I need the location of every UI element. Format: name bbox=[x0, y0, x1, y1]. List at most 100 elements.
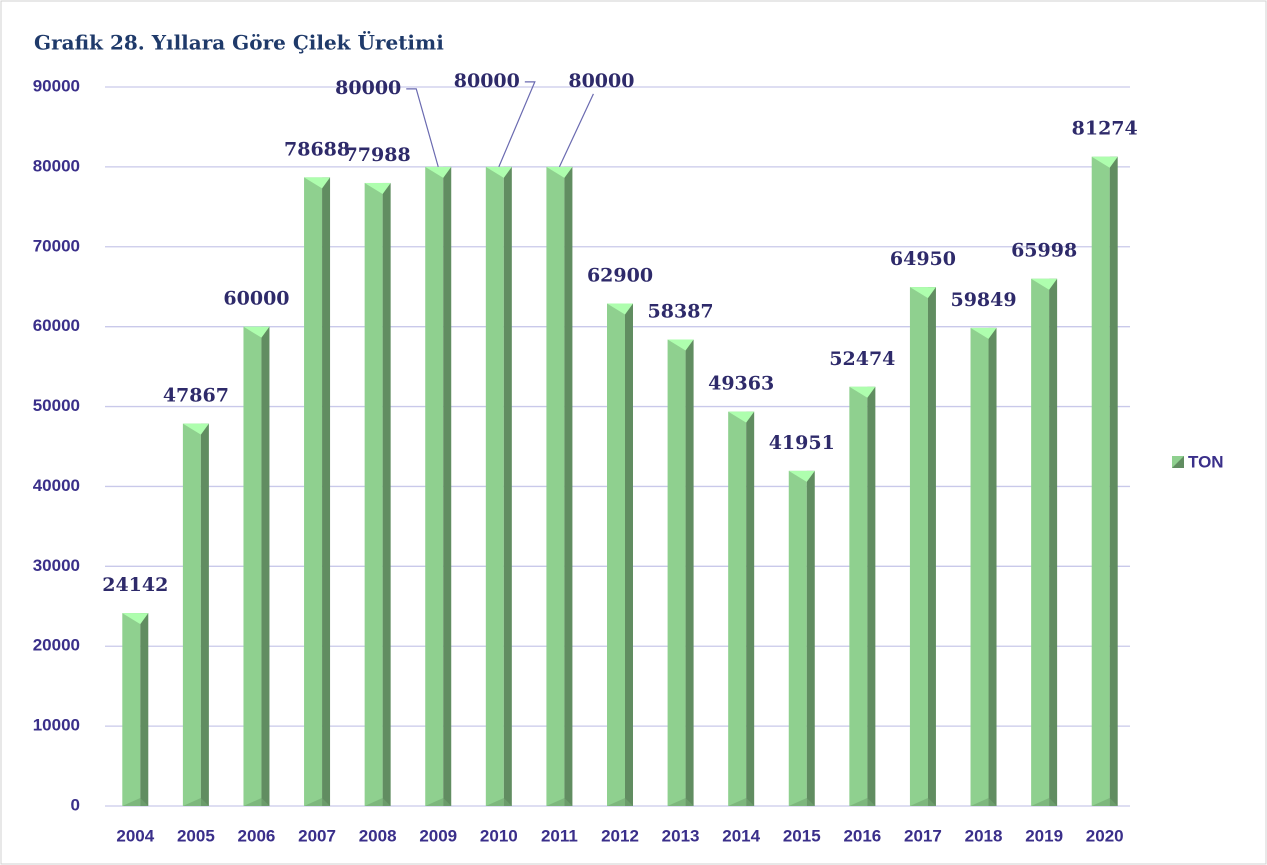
leader-line bbox=[406, 88, 439, 168]
value-label: 49363 bbox=[708, 373, 774, 395]
bar-bottom bbox=[970, 798, 997, 806]
x-tick-label: 2004 bbox=[116, 826, 154, 845]
bar-bottom bbox=[607, 798, 633, 806]
x-tick-label: 2009 bbox=[419, 826, 457, 845]
bar-bottom bbox=[1031, 798, 1058, 806]
value-label: 80000 bbox=[454, 70, 520, 92]
y-tick-label: 40000 bbox=[33, 476, 80, 495]
value-label: 62900 bbox=[587, 264, 653, 286]
bar-top bbox=[425, 166, 452, 178]
x-tick-label: 2019 bbox=[1025, 826, 1063, 845]
x-tick-label: 2020 bbox=[1086, 826, 1124, 845]
bar-top bbox=[364, 182, 391, 194]
bar-side bbox=[1109, 156, 1118, 806]
bar-top bbox=[304, 177, 331, 189]
bar-front bbox=[607, 303, 625, 806]
bar-side bbox=[200, 423, 209, 806]
bar-top bbox=[122, 613, 149, 625]
bar-top bbox=[182, 423, 209, 435]
bar-front bbox=[970, 327, 989, 806]
bar-top bbox=[607, 303, 633, 315]
bar-bottom bbox=[122, 798, 149, 806]
bar bbox=[304, 177, 331, 807]
bar-top bbox=[546, 166, 573, 178]
bar-side bbox=[564, 166, 573, 806]
x-tick-label: 2013 bbox=[662, 826, 700, 845]
value-label: 81274 bbox=[1072, 118, 1138, 140]
bar bbox=[485, 166, 512, 806]
bar bbox=[182, 423, 209, 806]
bar-front bbox=[485, 166, 504, 806]
bar-top bbox=[243, 326, 270, 338]
bar bbox=[728, 411, 755, 806]
leader-line bbox=[558, 93, 594, 168]
bar bbox=[788, 470, 815, 806]
bar-side bbox=[988, 327, 997, 806]
x-tick-label: 2010 bbox=[480, 826, 518, 845]
bar bbox=[122, 613, 149, 806]
bar-front bbox=[849, 386, 868, 806]
bar-front bbox=[788, 470, 807, 806]
bar-front bbox=[667, 339, 686, 806]
bar bbox=[546, 166, 573, 806]
bar-top bbox=[909, 287, 936, 299]
x-tick-label: 2018 bbox=[965, 826, 1003, 845]
value-label: 80000 bbox=[568, 70, 634, 92]
bar-bottom bbox=[304, 798, 331, 806]
bar-top bbox=[728, 411, 755, 423]
bar-side bbox=[322, 177, 331, 807]
chart-title: Grafik 28. Yıllara Göre Çilek Üretimi bbox=[34, 30, 444, 55]
value-label: 24142 bbox=[102, 574, 168, 596]
value-label: 58387 bbox=[648, 301, 714, 323]
bar-bottom bbox=[909, 798, 936, 806]
y-tick-label: 20000 bbox=[33, 636, 80, 655]
bar-front bbox=[728, 411, 747, 806]
bar-front bbox=[546, 166, 565, 806]
bar-bottom bbox=[425, 798, 452, 806]
bar-front bbox=[1091, 156, 1110, 806]
bar-bottom bbox=[1091, 798, 1118, 806]
bar bbox=[1091, 156, 1118, 806]
y-tick-label: 30000 bbox=[33, 556, 80, 575]
value-label: 59849 bbox=[950, 289, 1016, 311]
bar bbox=[1031, 278, 1058, 807]
x-tick-label: 2017 bbox=[904, 826, 942, 845]
bar-top bbox=[849, 386, 876, 398]
bar-front bbox=[122, 613, 141, 806]
bar bbox=[909, 287, 936, 806]
bar bbox=[243, 326, 270, 806]
bar-top bbox=[788, 470, 815, 482]
value-label: 64950 bbox=[890, 248, 956, 270]
legend-label: TON bbox=[1188, 452, 1224, 471]
x-tick-label: 2016 bbox=[843, 826, 881, 845]
leader-line bbox=[498, 81, 536, 168]
x-tick-label: 2008 bbox=[359, 826, 397, 845]
bar-side bbox=[443, 166, 452, 806]
bar-front bbox=[909, 287, 928, 806]
value-label: 78688 bbox=[284, 138, 350, 160]
bar-bottom bbox=[243, 798, 270, 806]
bar-front bbox=[425, 166, 444, 806]
bar bbox=[849, 386, 876, 806]
bar-side bbox=[1049, 278, 1058, 807]
bar-bottom bbox=[485, 798, 512, 806]
value-label: 80000 bbox=[335, 77, 401, 99]
bar-front bbox=[364, 182, 383, 807]
x-tick-label: 2005 bbox=[177, 826, 215, 845]
y-tick-label: 0 bbox=[71, 795, 80, 814]
bar-side bbox=[503, 166, 512, 806]
value-label: 77988 bbox=[345, 144, 411, 166]
x-tick-label: 2007 bbox=[298, 826, 336, 845]
bar-bottom bbox=[182, 798, 209, 806]
bar-side bbox=[625, 303, 633, 806]
bar-side bbox=[927, 287, 936, 806]
bar-top bbox=[667, 339, 694, 351]
bar bbox=[425, 166, 452, 806]
bar-bottom bbox=[667, 798, 694, 806]
bar-front bbox=[1031, 278, 1050, 807]
bar-front bbox=[182, 423, 201, 806]
bar-side bbox=[261, 326, 270, 806]
y-tick-label: 70000 bbox=[33, 236, 80, 255]
bar-front bbox=[243, 326, 262, 806]
